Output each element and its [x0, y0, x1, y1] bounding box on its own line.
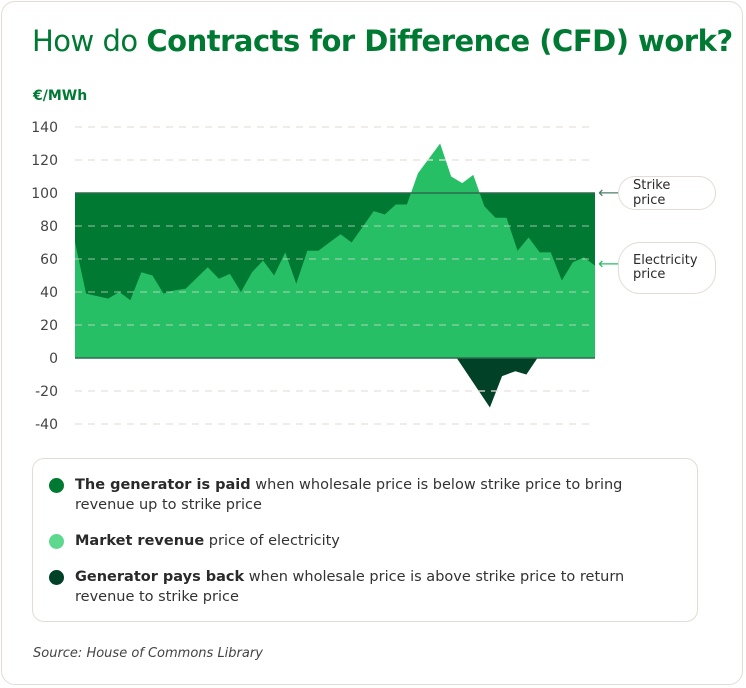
legend-text: price of electricity: [204, 533, 340, 549]
page-title: How do Contracts for Difference (CFD) wo…: [32, 24, 733, 58]
light-green-dot-icon: [49, 534, 64, 549]
legend-item-market-revenue: Market revenue price of electricity: [49, 531, 681, 551]
title-bold: Contracts for Difference (CFD) work?: [146, 24, 733, 58]
strike-arrow-icon: ⟵: [598, 183, 621, 202]
cfd-chart: 140 120 100 80 60 40 20 0 -20 -40: [31, 120, 595, 433]
y-tick-label: 60: [40, 252, 58, 268]
legend: The generator is paid when wholesale pri…: [32, 458, 698, 622]
source-note: Source: House of Commons Library: [33, 646, 263, 661]
y-tick-label: 20: [40, 318, 58, 334]
strike-price-label: Strike price: [633, 178, 671, 208]
y-tick-label: 120: [31, 153, 58, 169]
legend-bold: The generator is paid: [75, 477, 251, 493]
y-axis-unit: €/MWh: [33, 88, 88, 104]
strike-price-callout: Strike price: [618, 176, 716, 210]
dark-green-dot-icon: [49, 478, 64, 493]
legend-text: when wholesale price is below strike pri…: [75, 477, 623, 513]
legend-text: when wholesale price is above strike pri…: [75, 569, 625, 605]
legend-bold: Market revenue: [75, 533, 205, 549]
y-tick-label: 80: [40, 219, 58, 235]
legend-bold: Generator pays back: [75, 569, 245, 585]
electricity-arrow-icon: ⟵: [598, 254, 621, 273]
y-tick-label: 140: [31, 120, 58, 136]
pays-back-area: [456, 358, 538, 408]
y-tick-label: -20: [35, 384, 58, 400]
y-tick-label: 40: [40, 285, 58, 301]
electricity-price-callout: Electricity price: [618, 242, 716, 294]
y-tick-label: 100: [31, 186, 58, 202]
title-prefix: How do: [32, 24, 147, 58]
electricity-price-label: Electricity price: [633, 253, 698, 282]
darkest-green-dot-icon: [49, 570, 64, 585]
y-tick-label: -40: [35, 417, 58, 433]
y-tick-label: 0: [49, 351, 58, 367]
legend-item-pays-back: Generator pays back when wholesale price…: [49, 567, 681, 607]
legend-item-generator-paid: The generator is paid when wholesale pri…: [49, 475, 681, 515]
market-revenue-area: [75, 143, 595, 358]
